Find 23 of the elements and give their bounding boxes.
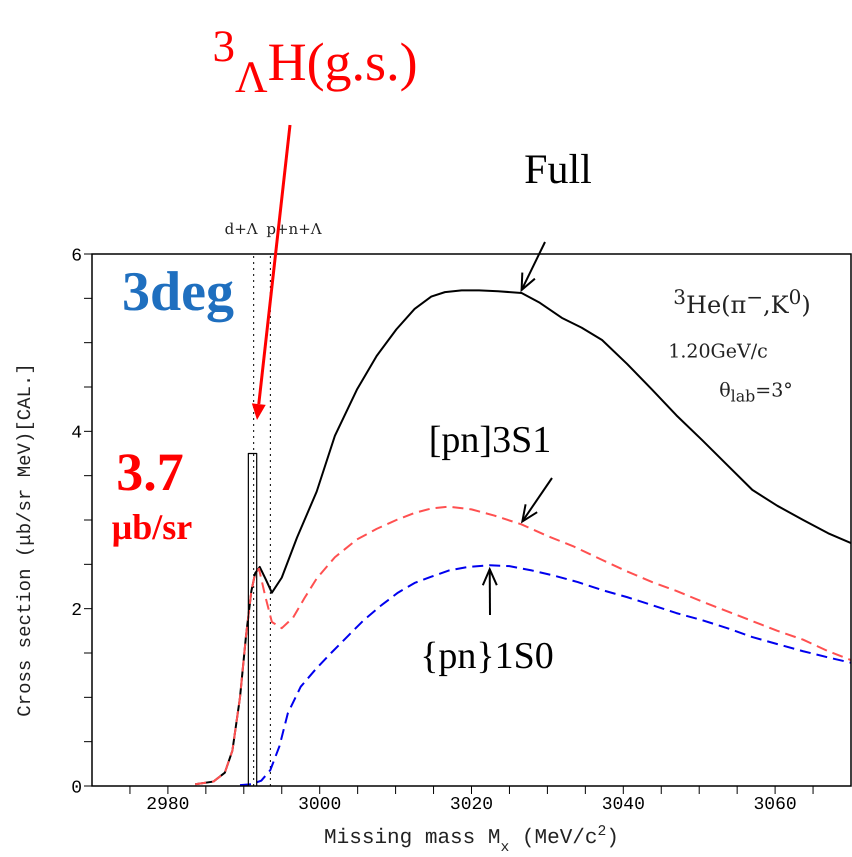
y-tick-label: 0 xyxy=(71,778,82,798)
annotation: Full xyxy=(524,147,592,193)
annotation: μb/sr xyxy=(112,507,192,547)
x-tick-label: 3000 xyxy=(298,794,342,815)
ref-line-label: d+Λ xyxy=(224,220,258,238)
y-tick-label: 4 xyxy=(71,424,82,444)
annotation: $^{3}$He(π$^{−}$,K$^{0}$) xyxy=(673,285,811,319)
x-axis-title: Missing mass M$_{x}$ (MeV/c$^{2}$) xyxy=(324,824,619,856)
y-axis-title: Cross section (μb/sr MeV)[CAL.] xyxy=(14,363,36,717)
line-series xyxy=(194,506,851,786)
line-series xyxy=(239,564,851,786)
annotation: θ$_{lab}$=3° xyxy=(719,380,793,406)
x-tick-label: 3060 xyxy=(753,794,797,815)
annotation: [pn]3S1 xyxy=(428,419,552,461)
annotation: 3.7 xyxy=(116,442,184,502)
y-tick-label: 2 xyxy=(71,601,82,622)
annotation: {pn}1S0 xyxy=(420,635,554,677)
y-tick-label: 6 xyxy=(71,246,82,266)
x-tick-label: 2980 xyxy=(146,794,190,815)
annotation: 3deg xyxy=(122,261,234,323)
x-tick-label: 3040 xyxy=(602,794,645,815)
annotation: 1.20GeV/c xyxy=(668,340,768,362)
x-tick-label: 3020 xyxy=(450,794,494,815)
